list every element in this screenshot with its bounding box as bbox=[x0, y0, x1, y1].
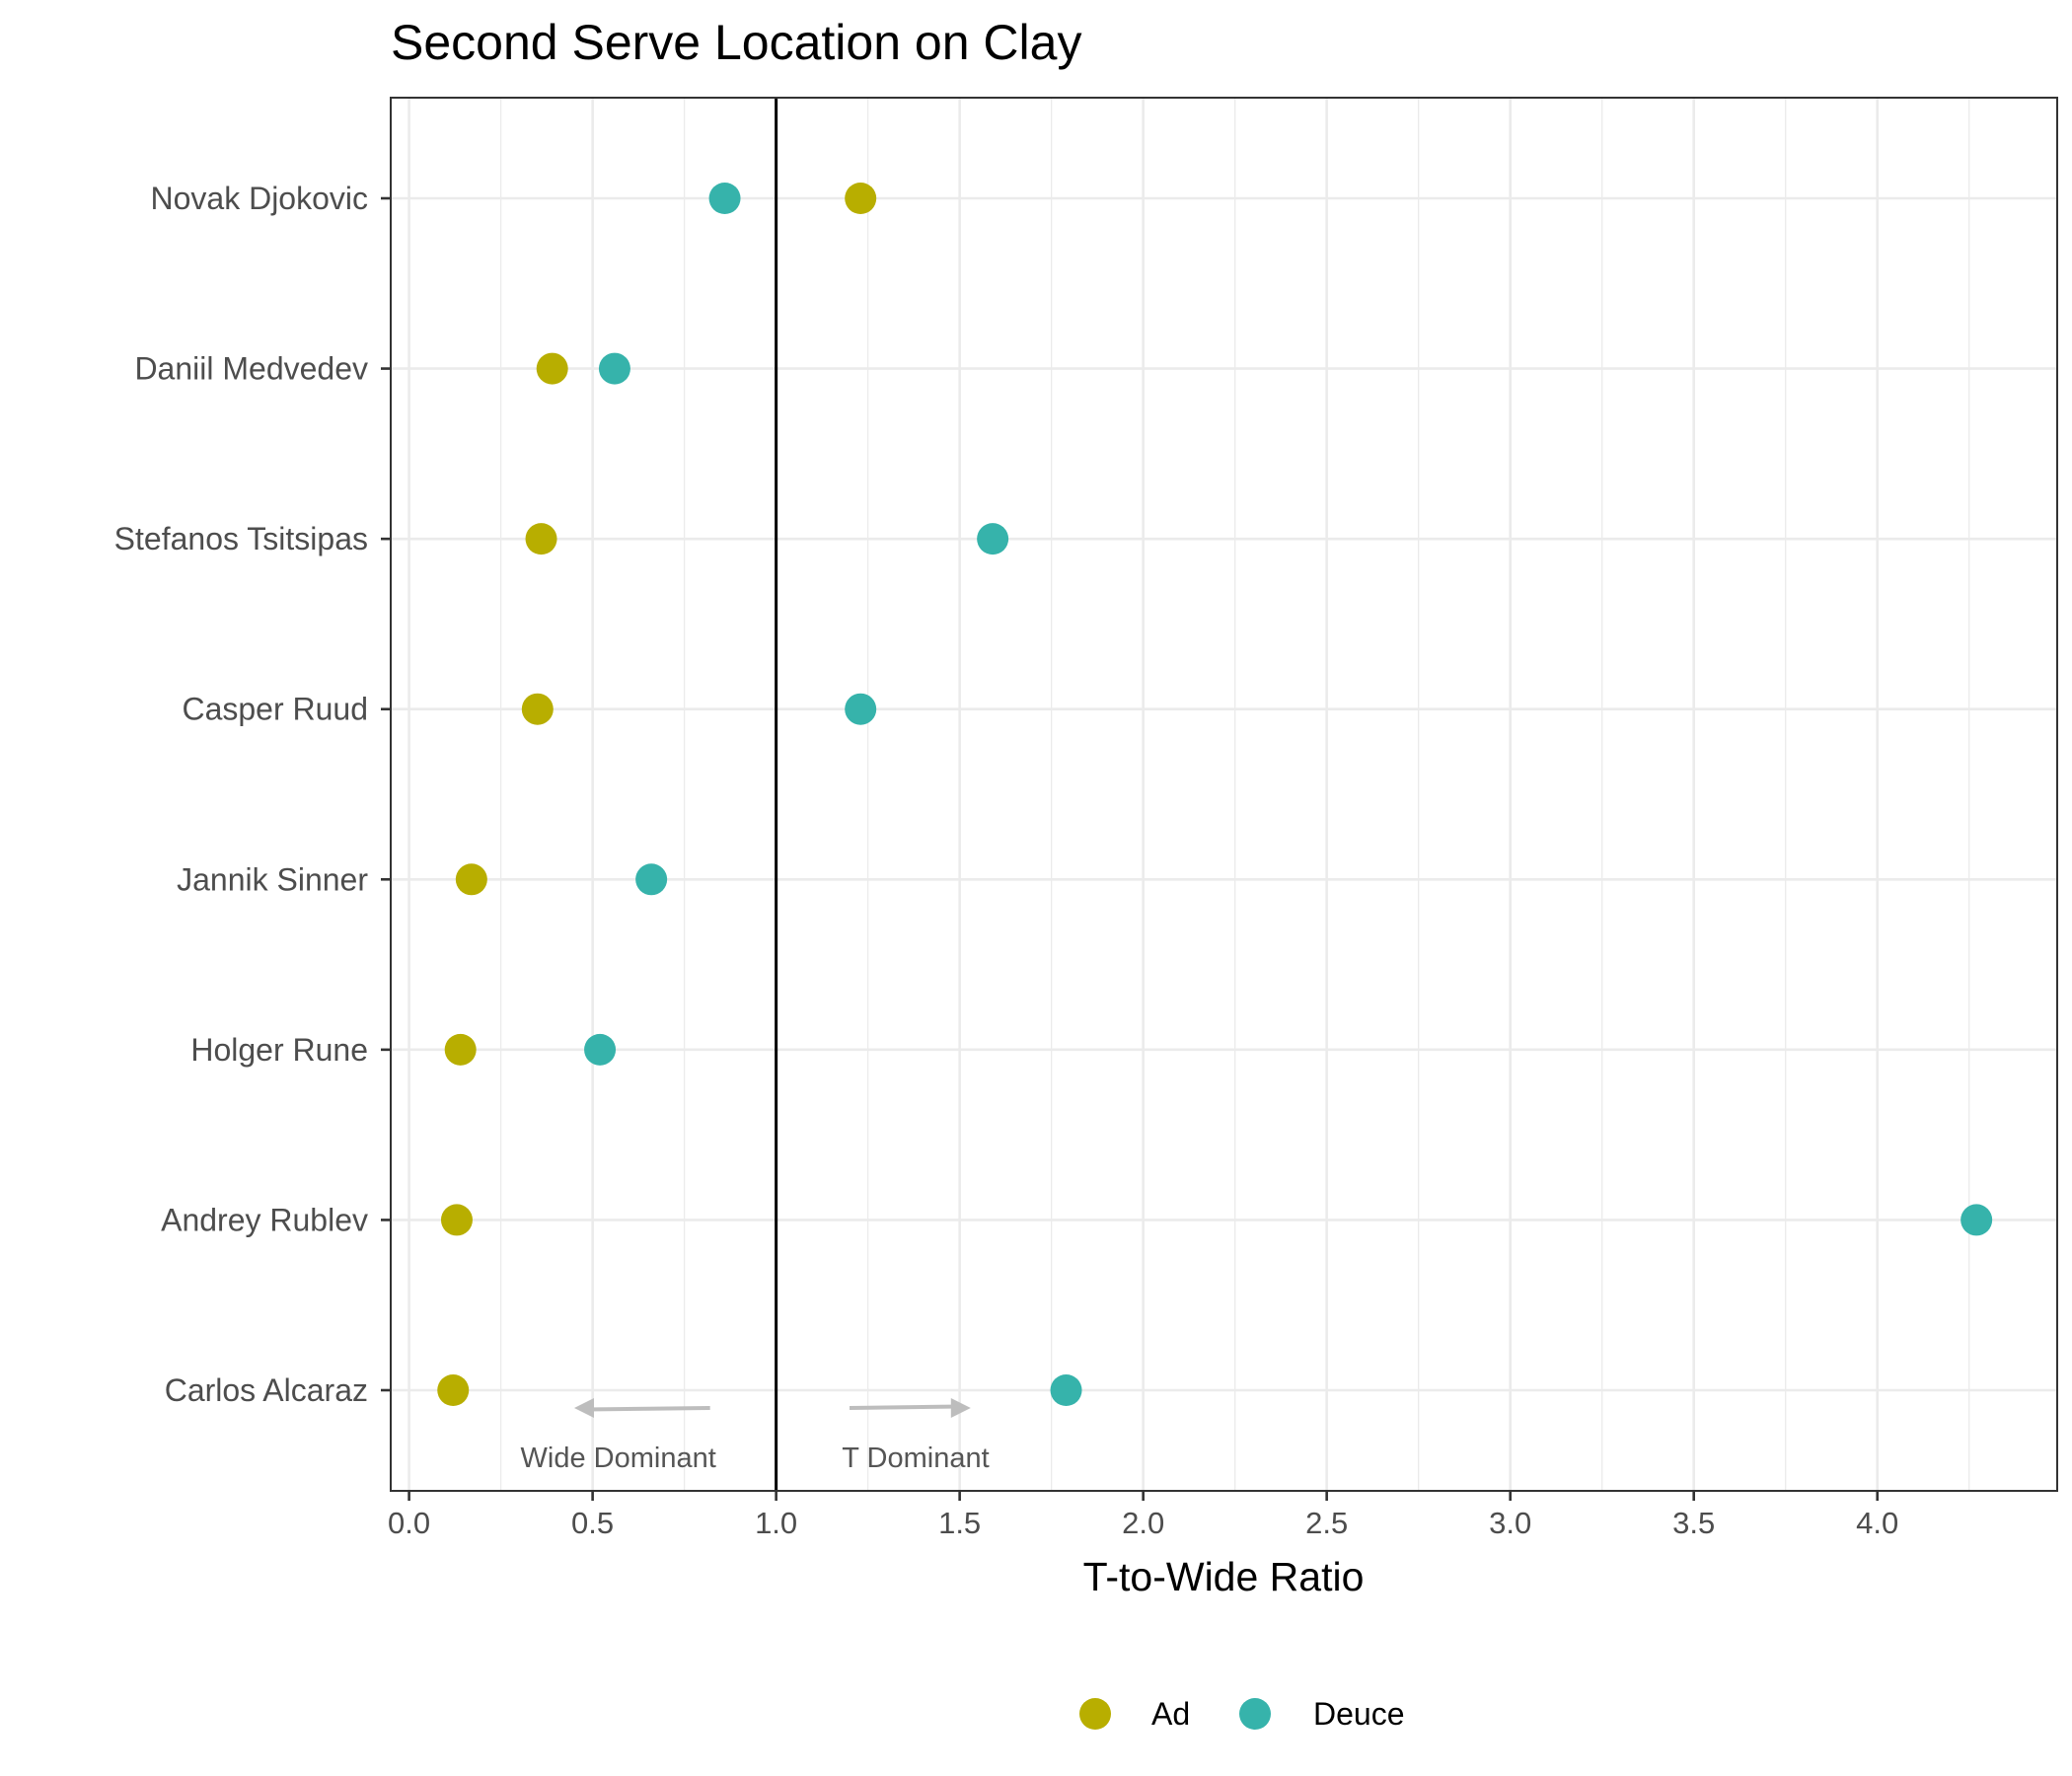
point-deuce bbox=[845, 693, 877, 725]
point-ad bbox=[455, 863, 487, 896]
point-deuce bbox=[1050, 1374, 1082, 1406]
point-ad bbox=[437, 1374, 470, 1406]
point-ad bbox=[521, 693, 554, 725]
point-deuce bbox=[584, 1033, 617, 1066]
point-ad bbox=[536, 352, 568, 385]
annotation-arrow-head bbox=[574, 1398, 595, 1418]
y-tick-label: Carlos Alcaraz bbox=[165, 1372, 368, 1408]
point-deuce bbox=[708, 183, 741, 214]
legend-label-ad: Ad bbox=[1151, 1696, 1190, 1732]
y-axis: Novak Djokovic Daniil Medvedev Stefanos Ts… bbox=[114, 181, 391, 1408]
y-tick-label: Daniil Medvedev bbox=[134, 351, 368, 387]
data-points bbox=[437, 183, 1993, 1406]
annotation-label: Wide Dominant bbox=[521, 1443, 716, 1474]
point-ad bbox=[845, 183, 877, 214]
point-ad bbox=[525, 523, 557, 555]
annotation-arrow-head bbox=[950, 1398, 971, 1418]
legend: Ad Deuce bbox=[1079, 1696, 1405, 1732]
x-tick-label: 2.5 bbox=[1305, 1506, 1348, 1540]
x-tick-label: 3.5 bbox=[1672, 1506, 1715, 1540]
x-axis-label: T-to-Wide Ratio bbox=[1083, 1554, 1365, 1599]
point-deuce bbox=[1961, 1204, 1993, 1236]
point-ad bbox=[440, 1204, 473, 1236]
point-ad bbox=[444, 1033, 477, 1066]
x-tick-label: 4.0 bbox=[1856, 1506, 1898, 1540]
y-tick-label: Jannik Sinner bbox=[177, 861, 368, 897]
y-tick-label: Holger Rune bbox=[190, 1032, 368, 1068]
x-tick-label: 0.5 bbox=[571, 1506, 614, 1540]
y-tick-label: Stefanos Tsitsipas bbox=[114, 521, 368, 556]
plot-panel-border bbox=[390, 97, 2058, 1492]
grid bbox=[391, 98, 2057, 1491]
x-tick-label: 0.0 bbox=[388, 1506, 430, 1540]
x-tick-label: 1.5 bbox=[938, 1506, 981, 1540]
x-tick-label: 1.0 bbox=[755, 1506, 797, 1540]
y-tick-label: Casper Ruud bbox=[182, 692, 368, 727]
legend-key-deuce bbox=[1239, 1698, 1271, 1730]
annotations: Wide Dominant T Dominant bbox=[521, 1398, 990, 1474]
y-tick-label: Novak Djokovic bbox=[150, 181, 368, 216]
point-deuce bbox=[598, 352, 630, 385]
legend-key-ad bbox=[1079, 1698, 1111, 1730]
legend-label-deuce: Deuce bbox=[1313, 1696, 1405, 1732]
x-tick-label: 3.0 bbox=[1489, 1506, 1531, 1540]
point-deuce bbox=[977, 523, 1009, 555]
x-tick-label: 2.0 bbox=[1122, 1506, 1164, 1540]
annotation-label: T Dominant bbox=[842, 1443, 989, 1474]
annotation-arrow-shaft bbox=[850, 1404, 959, 1410]
point-deuce bbox=[635, 863, 668, 896]
y-tick-label: Andrey Rublev bbox=[161, 1202, 368, 1237]
x-axis: 0.0 0.5 1.0 1.5 2.0 2.5 3.0 3.5 4.0 bbox=[388, 1491, 1898, 1540]
annotation-arrow-shaft bbox=[585, 1406, 710, 1412]
chart-title: Second Serve Location on Clay bbox=[391, 15, 1081, 70]
